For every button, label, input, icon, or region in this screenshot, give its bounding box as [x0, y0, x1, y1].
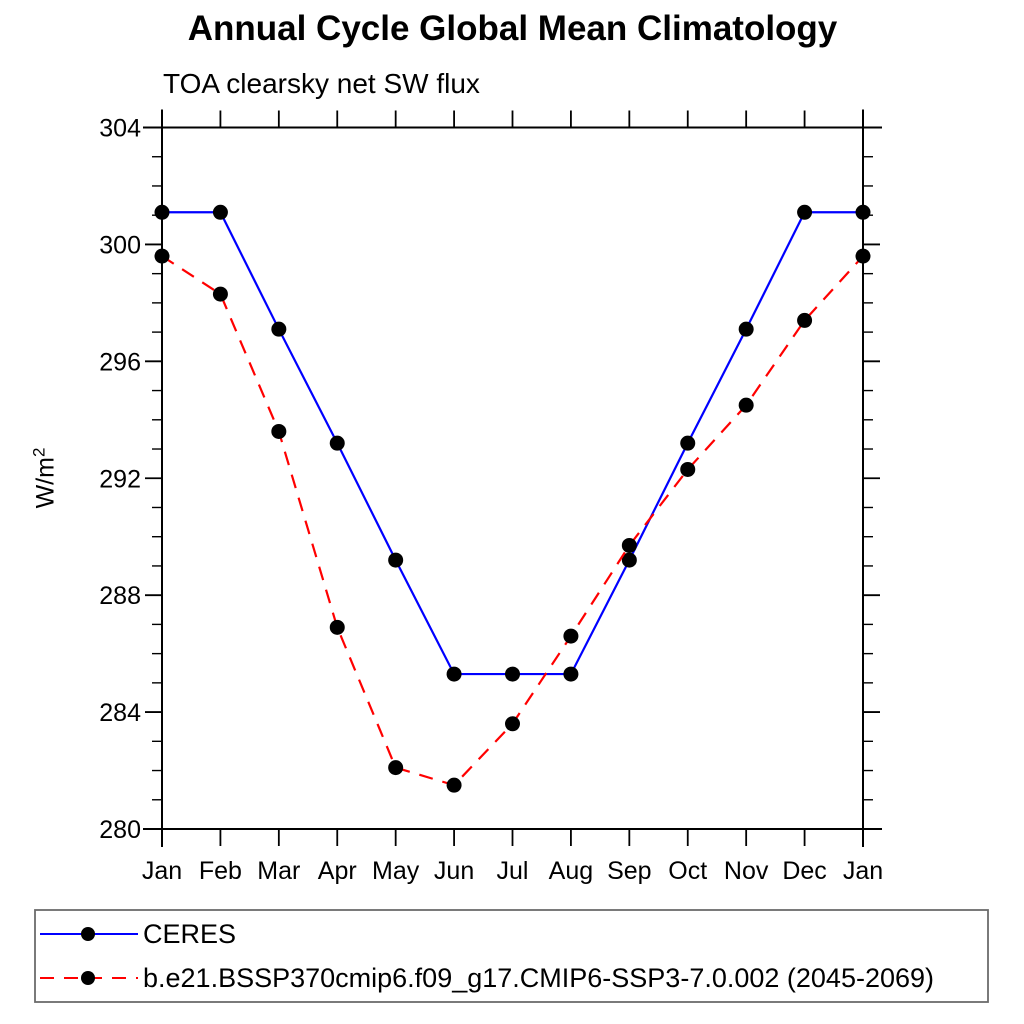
legend-label-ceres: CERES	[143, 919, 236, 949]
axis-ticks	[145, 110, 880, 846]
ceres-marker-jan	[855, 204, 871, 220]
x-tick-label: Jan	[843, 857, 883, 885]
ceres-marker-may	[388, 552, 404, 568]
chart-subtitle: TOA clearsky net SW flux	[163, 68, 480, 99]
y-tick-label: 296	[99, 348, 141, 376]
legend-label-model: b.e21.BSSP370cmip6.f09_g17.CMIP6-SSP3-7.…	[143, 963, 934, 993]
legend-marker-ceres	[81, 927, 95, 941]
ceres-marker-apr	[329, 435, 345, 451]
ceres-marker-jan	[154, 204, 170, 220]
y-tick-label: 304	[99, 115, 141, 143]
y-tick-label: 292	[99, 465, 141, 493]
axes-frame	[143, 109, 882, 847]
ceres-marker-aug	[563, 666, 579, 682]
x-tick-label: Dec	[782, 857, 826, 885]
ceres-marker-jul	[505, 666, 520, 682]
model-marker-jun	[446, 777, 462, 793]
x-tick-label: Nov	[724, 857, 769, 885]
ceres-marker-mar	[271, 321, 287, 337]
ceres-marker-nov	[738, 321, 754, 337]
y-tick-label: 284	[99, 699, 141, 727]
model-marker-dec	[797, 312, 813, 328]
ceres-marker-sep	[621, 552, 637, 568]
model-line	[161, 255, 864, 787]
model-marker-sep	[621, 537, 637, 553]
model-marker-jul	[505, 716, 520, 732]
x-tick-label: Jun	[434, 857, 474, 885]
model-marker-jan	[154, 248, 170, 264]
y-tick-label: 300	[99, 231, 141, 259]
axis-tick-labels: Jan Feb Mar Apr May Jun Jul Aug Sep Oct Nov Dec Jan2…	[99, 115, 883, 886]
ceres-marker-dec	[797, 204, 813, 220]
legend-marker-model	[81, 971, 95, 985]
model-marker-jan	[855, 248, 871, 264]
legend: CERES b.e21.BSSP370cmip6.f09_g17.CMIP6-S…	[34, 909, 989, 1003]
x-tick-label: Sep	[607, 857, 651, 885]
chart-title: Annual Cycle Global Mean Climatology	[187, 9, 838, 48]
model-marker-feb	[212, 286, 228, 302]
ceres-marker-jun	[446, 666, 462, 682]
x-tick-label: Feb	[199, 857, 242, 885]
model-marker-nov	[738, 397, 754, 413]
x-tick-label: Apr	[318, 857, 357, 885]
x-tick-label: Oct	[668, 857, 707, 885]
model-marker-apr	[329, 619, 345, 635]
model-marker-oct	[680, 461, 696, 477]
x-tick-label: Jul	[497, 857, 529, 885]
model-marker-aug	[563, 628, 579, 644]
x-tick-label: Jan	[142, 857, 182, 885]
ceres-marker-feb	[212, 204, 228, 220]
model-marker-may	[388, 760, 404, 776]
x-tick-label: Mar	[257, 857, 300, 885]
y-tick-label: 280	[99, 816, 141, 844]
x-tick-label: May	[372, 857, 420, 885]
legend-box	[34, 909, 989, 1003]
ceres-marker-oct	[680, 435, 696, 451]
y-tick-label: 288	[99, 582, 141, 610]
model-marker-mar	[271, 423, 287, 439]
x-tick-label: Aug	[549, 857, 593, 885]
ceres-line	[162, 211, 863, 676]
data-series	[154, 204, 871, 793]
